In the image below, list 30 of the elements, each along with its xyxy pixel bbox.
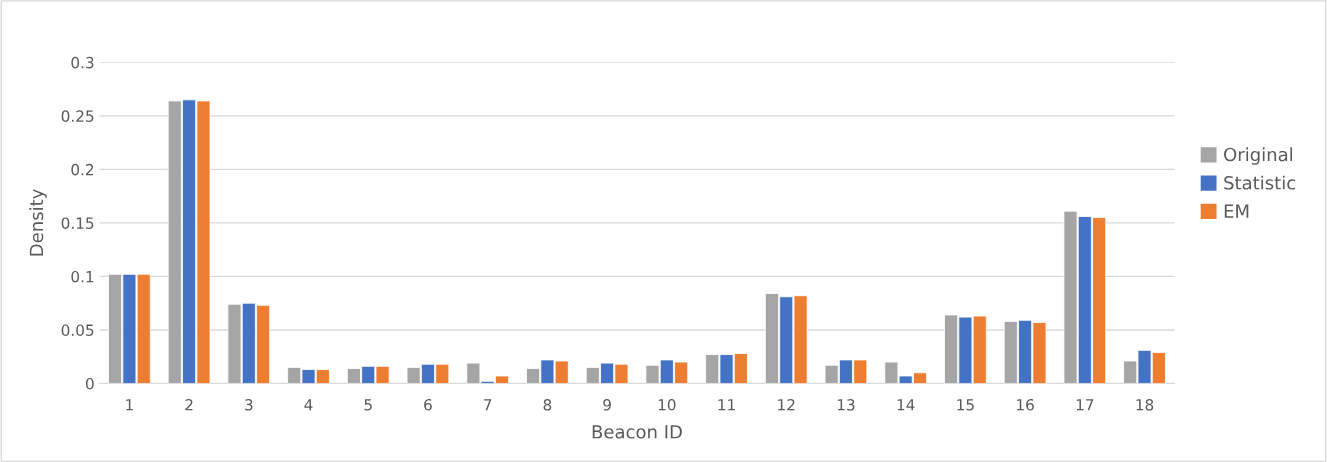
x-tick-label: 9 (603, 399, 611, 411)
y-axis-title: Density (29, 189, 47, 256)
x-tick-label: 18 (1136, 399, 1154, 411)
x-tick-label: 8 (543, 399, 552, 411)
x-tick-label: 3 (245, 399, 253, 411)
legend-label: EM (1224, 204, 1249, 218)
x-tick-label: 10 (658, 399, 676, 411)
legend-label: Original (1224, 147, 1293, 165)
y-tick-label: 0.25 (61, 110, 94, 122)
x-tick-label: 7 (484, 399, 492, 411)
x-tick-label: 17 (1076, 399, 1094, 411)
x-tick-label: 11 (718, 399, 735, 411)
x-tick-label: 2 (185, 399, 193, 411)
y-tick-label: 0.1 (71, 270, 94, 283)
x-tick-label: 16 (1017, 399, 1034, 411)
x-axis-title: Beacon ID (592, 425, 682, 439)
y-tick-label: 0.05 (61, 324, 94, 336)
x-tick-label: 13 (837, 399, 855, 411)
x-tick-label: 1 (126, 399, 133, 411)
legend-label: Statistic (1224, 175, 1296, 190)
y-tick-label: 0.3 (71, 56, 94, 69)
x-tick-label: 6 (424, 399, 432, 411)
x-tick-label: 4 (304, 399, 313, 411)
x-tick-label: 5 (364, 399, 372, 411)
y-tick-label: 0.15 (61, 217, 94, 229)
x-tick-label: 15 (957, 399, 974, 411)
y-tick-label: 0 (85, 377, 94, 390)
x-tick-label: 14 (897, 399, 915, 411)
y-tick-label: 0.2 (71, 163, 94, 176)
x-tick-label: 12 (778, 399, 795, 411)
